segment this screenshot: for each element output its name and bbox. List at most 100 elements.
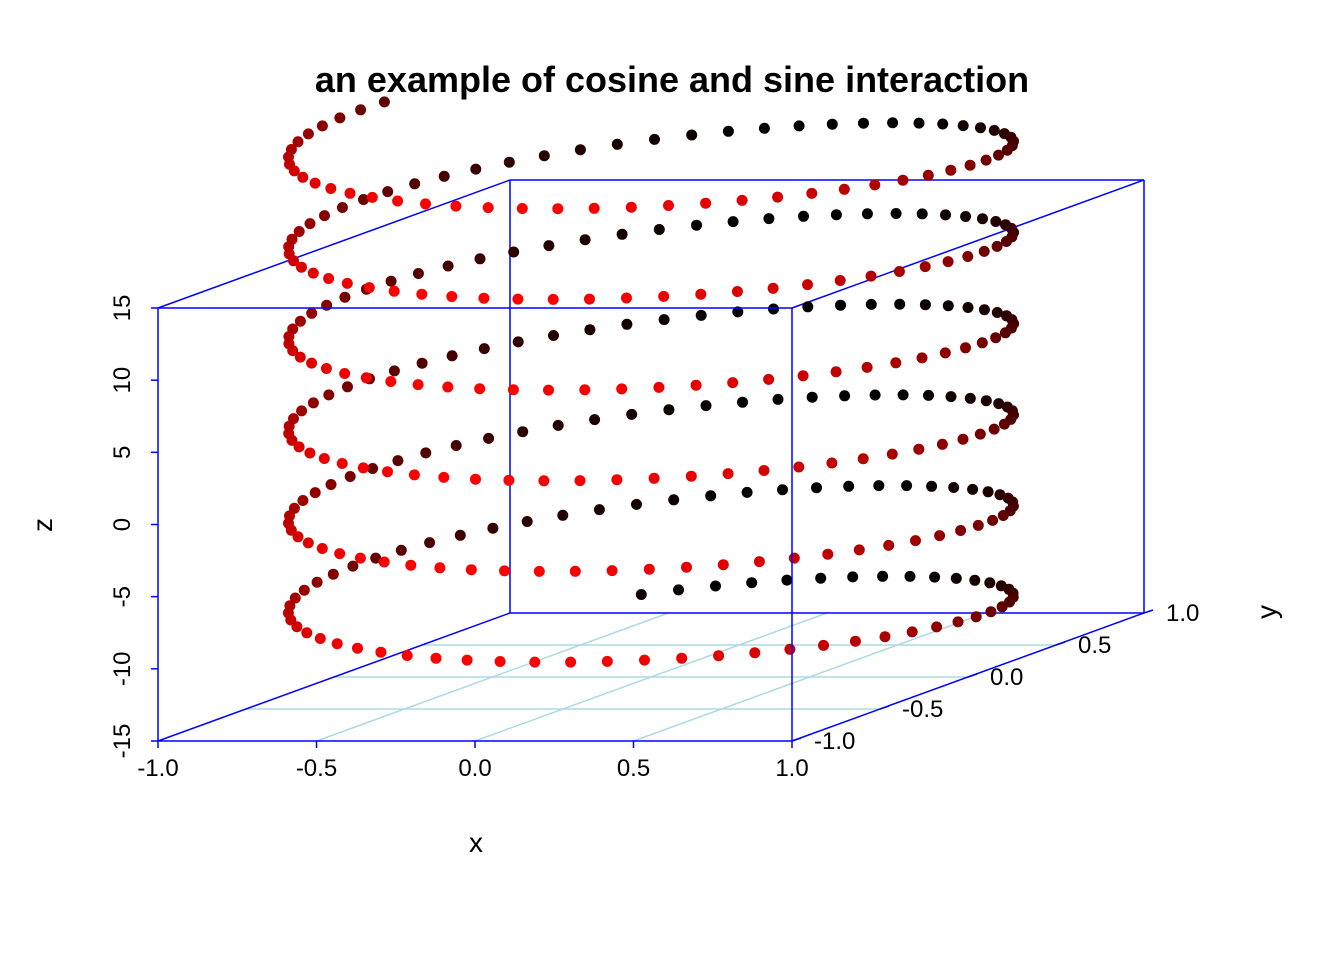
data-point bbox=[901, 480, 913, 492]
data-point bbox=[385, 376, 397, 387]
data-point bbox=[367, 463, 379, 474]
data-point bbox=[826, 118, 838, 130]
data-point bbox=[438, 471, 450, 483]
data-point bbox=[984, 577, 996, 589]
data-point bbox=[339, 291, 351, 303]
data-point bbox=[663, 404, 675, 416]
data-point bbox=[942, 256, 954, 268]
data-point bbox=[450, 440, 462, 451]
data-point bbox=[695, 309, 707, 321]
data-point bbox=[749, 647, 761, 659]
data-point bbox=[741, 486, 753, 498]
data-point bbox=[869, 389, 881, 401]
data-point bbox=[849, 635, 861, 647]
data-point bbox=[626, 408, 638, 420]
data-point bbox=[355, 104, 367, 116]
data-point bbox=[996, 601, 1008, 613]
data-point bbox=[382, 466, 393, 478]
data-point bbox=[818, 639, 829, 651]
data-point bbox=[802, 301, 814, 313]
data-point bbox=[292, 531, 304, 543]
data-point bbox=[758, 122, 770, 134]
data-point bbox=[788, 552, 800, 564]
data-point bbox=[982, 486, 994, 498]
data-point bbox=[450, 200, 462, 212]
data-point bbox=[681, 561, 692, 573]
z-tick-label: 5 bbox=[109, 446, 136, 459]
data-point bbox=[960, 211, 972, 222]
data-point bbox=[806, 391, 818, 403]
data-point bbox=[311, 576, 323, 588]
data-point bbox=[307, 267, 319, 279]
data-point bbox=[945, 164, 957, 176]
data-point bbox=[676, 652, 688, 664]
data-point bbox=[288, 502, 300, 514]
data-point bbox=[806, 187, 818, 199]
data-point bbox=[470, 473, 481, 485]
data-point bbox=[601, 655, 613, 667]
data-point bbox=[297, 495, 309, 506]
y-tick bbox=[1143, 609, 1154, 614]
data-point bbox=[869, 179, 881, 191]
data-point bbox=[319, 210, 330, 222]
data-point bbox=[737, 396, 748, 408]
data-point bbox=[853, 544, 865, 556]
data-point bbox=[873, 480, 885, 492]
data-point bbox=[802, 279, 813, 291]
data-point bbox=[593, 504, 605, 516]
data-point bbox=[685, 470, 697, 482]
x-tick-label: 0.0 bbox=[458, 755, 491, 782]
data-point bbox=[727, 377, 739, 389]
data-point bbox=[839, 390, 851, 402]
data-point bbox=[916, 352, 928, 364]
data-point bbox=[904, 570, 916, 582]
data-point bbox=[316, 543, 328, 554]
data-point bbox=[897, 389, 909, 401]
data-point bbox=[392, 455, 404, 467]
data-point bbox=[648, 472, 660, 484]
data-point bbox=[695, 288, 707, 300]
data-point bbox=[296, 261, 307, 273]
data-point bbox=[470, 163, 482, 175]
data-point bbox=[494, 656, 506, 667]
z-tick-label: 0 bbox=[109, 518, 136, 531]
data-point bbox=[360, 372, 372, 384]
y-tick-label: 0.5 bbox=[1078, 632, 1111, 659]
data-point bbox=[512, 293, 524, 305]
data-point bbox=[307, 397, 319, 409]
data-point bbox=[334, 548, 346, 560]
data-point bbox=[336, 458, 348, 469]
data-point bbox=[446, 350, 458, 362]
grid-layer bbox=[246, 612, 1056, 742]
data-point bbox=[292, 136, 304, 148]
chart-title: an example of cosine and sine interactio… bbox=[315, 59, 1029, 100]
data-point bbox=[589, 414, 601, 426]
data-point bbox=[722, 125, 734, 137]
data-point bbox=[980, 154, 992, 166]
data-point bbox=[420, 447, 432, 459]
data-point bbox=[635, 589, 647, 600]
data-point bbox=[942, 300, 954, 312]
data-point bbox=[972, 519, 984, 531]
data-point bbox=[416, 357, 428, 369]
data-point bbox=[293, 226, 305, 237]
data-point bbox=[309, 177, 321, 189]
data-point bbox=[999, 327, 1011, 339]
y-tick-label: -0.5 bbox=[902, 696, 943, 723]
data-point bbox=[304, 218, 316, 230]
data-point bbox=[993, 398, 1005, 410]
data-point bbox=[847, 571, 859, 583]
data-point bbox=[877, 570, 889, 582]
data-point bbox=[643, 563, 655, 575]
data-point bbox=[990, 332, 1002, 344]
data-point bbox=[861, 208, 873, 220]
data-point bbox=[753, 556, 765, 568]
data-point bbox=[988, 124, 1000, 136]
data-point bbox=[653, 381, 665, 393]
data-point bbox=[886, 448, 898, 460]
data-point bbox=[940, 209, 951, 221]
data-point bbox=[388, 285, 400, 297]
data-point bbox=[962, 302, 974, 313]
data-point bbox=[302, 128, 314, 140]
